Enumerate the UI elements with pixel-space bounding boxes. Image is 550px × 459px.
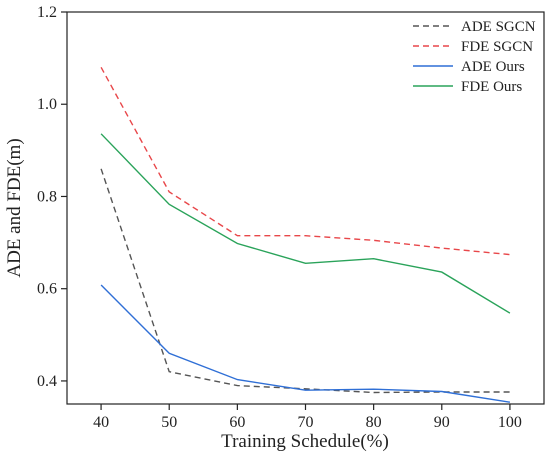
x-tick-label: 80 xyxy=(366,414,382,431)
series-line-ade-ours xyxy=(100,284,511,403)
x-tick-label: 50 xyxy=(161,414,177,431)
series-lines xyxy=(100,66,511,403)
legend-label: FDE Ours xyxy=(461,79,522,95)
x-tick-label: 100 xyxy=(498,414,522,431)
series-line-fde-ours xyxy=(100,133,511,314)
legend-label: FDE SGCN xyxy=(461,39,533,55)
y-tick-label: 0.6 xyxy=(37,281,57,298)
y-tick-label: 1.0 xyxy=(37,96,57,113)
series-line-ade-sgcn xyxy=(100,168,510,394)
x-axis-title: Training Schedule(%) xyxy=(221,431,389,452)
legend-label: ADE SGCN xyxy=(461,19,536,35)
y-axis-title: ADE and FDE(m) xyxy=(4,138,25,277)
x-axis: 40 50 60 70 80 90 100 xyxy=(93,404,522,431)
y-tick-label: 0.4 xyxy=(37,373,57,390)
y-tick-label: 0.8 xyxy=(37,188,57,205)
x-tick-label: 90 xyxy=(434,414,450,431)
x-tick-label: 60 xyxy=(229,414,245,431)
legend: ADE SGCN FDE SGCN ADE Ours FDE Ours xyxy=(413,19,536,95)
x-tick-label: 70 xyxy=(298,414,314,431)
legend-label: ADE Ours xyxy=(461,59,525,75)
y-axis: 0.4 0.6 0.8 1.0 1.2 xyxy=(37,4,67,390)
series-line-fde-sgcn xyxy=(100,66,510,256)
x-tick-label: 40 xyxy=(93,414,109,431)
y-tick-label: 1.2 xyxy=(37,4,57,21)
